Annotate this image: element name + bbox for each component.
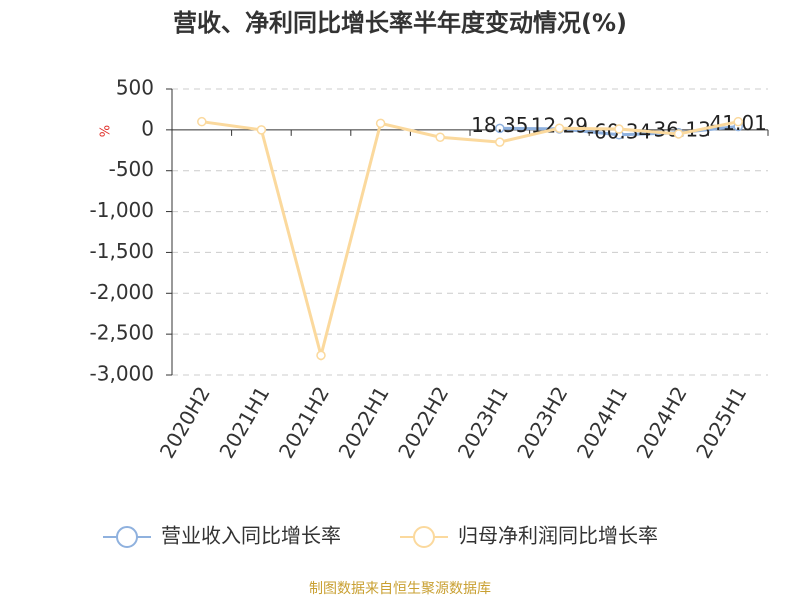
point — [375, 118, 386, 129]
x-tick-label: 2023H2 — [512, 382, 572, 462]
x-tick-label: 2020H2 — [155, 382, 215, 462]
y-tick-label: 0 — [141, 116, 154, 140]
y-tick-label: -3,000 — [90, 362, 154, 386]
x-tick-label: 2024H1 — [572, 382, 632, 462]
point — [614, 124, 624, 134]
y-axis-label: % — [99, 125, 114, 137]
legend-marker — [413, 526, 435, 548]
source: 制图数据来自恒生聚源数据库 — [309, 581, 491, 597]
y-tick-label: -1,500 — [90, 239, 154, 263]
x-tick-label: 2024H2 — [632, 382, 692, 462]
value-label: 18.35 — [471, 113, 528, 137]
x-tick-label: 2021H1 — [214, 382, 274, 462]
chart-title: 营收、净利同比增长率半年度变动情况(%) — [173, 9, 627, 37]
legend-label: 归母净利润同比增长率 — [458, 524, 658, 548]
point — [554, 123, 565, 133]
point — [495, 123, 505, 134]
point — [316, 350, 326, 361]
x-tick-label: 2022H2 — [393, 382, 453, 462]
y-tick-label: 500 — [116, 76, 154, 100]
y-tick-label: -1,000 — [90, 198, 154, 222]
y-tick-label: -500 — [109, 157, 154, 181]
legend-label: 营业收入同比增长率 — [161, 524, 341, 548]
series-line — [201, 120, 739, 362]
y-tick-label: -2,500 — [90, 321, 154, 345]
point — [495, 137, 505, 147]
point — [733, 116, 743, 127]
x-tick-label: 2025H1 — [691, 382, 751, 462]
point — [435, 132, 445, 142]
x-tick-label: 2023H1 — [453, 382, 513, 462]
point — [673, 129, 684, 139]
y-tick-label: -2,000 — [90, 280, 154, 304]
x-tick-label: 2021H2 — [274, 382, 334, 462]
point — [256, 125, 267, 135]
legend-marker — [116, 526, 138, 548]
point — [197, 116, 207, 127]
x-tick-label: 2022H1 — [334, 382, 394, 462]
